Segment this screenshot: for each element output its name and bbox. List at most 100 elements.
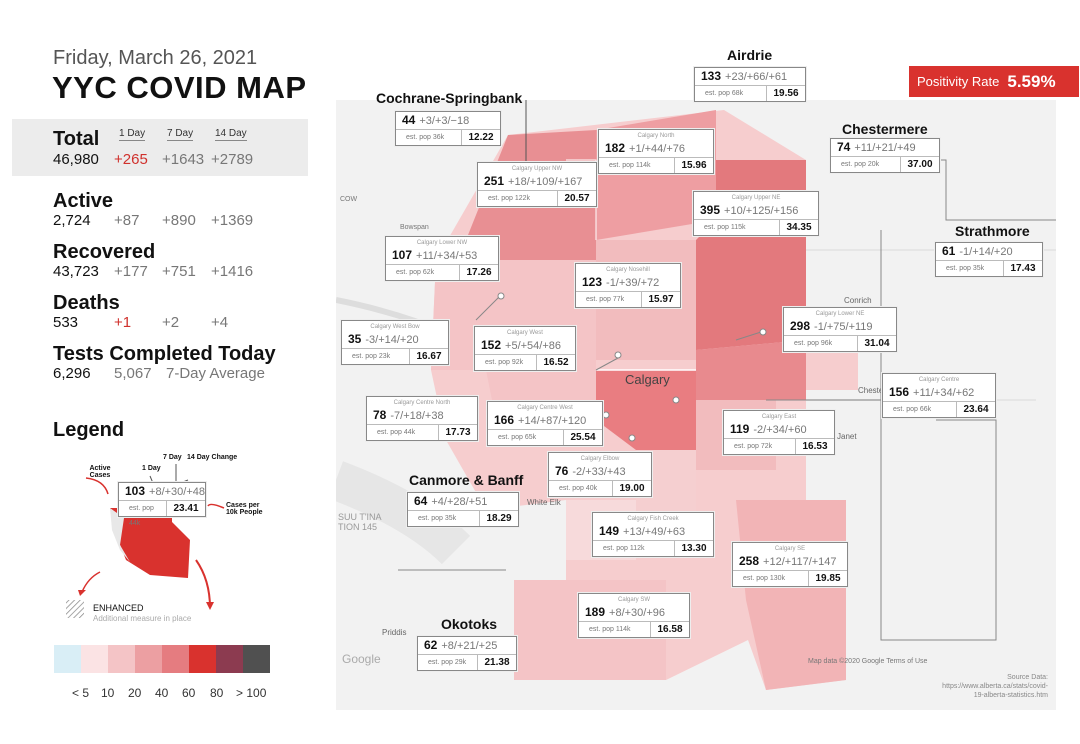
region-box: Calgary Lower NW 107 +11/+34/+53 est. pop 6…	[385, 236, 499, 281]
legend-cases-per: Cases per 10k People	[226, 502, 263, 516]
source-note: Source Data: https://www.alberta.ca/stat…	[938, 673, 1048, 700]
region-name: Calgary Centre North	[393, 400, 451, 406]
region-change: -2/+34/+60	[753, 424, 807, 436]
legend-enhanced: ENHANCED	[93, 603, 144, 613]
region-count: 166	[494, 413, 515, 427]
scale-label: > 100	[236, 686, 267, 700]
region-count: 182	[605, 141, 626, 155]
region-box: Calgary Upper NE 395 +10/+125/+156 est. pop…	[693, 191, 819, 236]
header-7day: 7 Day	[167, 128, 194, 141]
region-change: -1/+75/+119	[814, 321, 873, 333]
region-change: +11/+34/+62	[913, 387, 975, 399]
scale-swatch	[243, 645, 270, 673]
region-change: +10/+125/+156	[724, 205, 799, 217]
region-count: 64	[414, 494, 428, 508]
scale-label: 10	[101, 686, 115, 700]
region-count: 156	[889, 385, 910, 399]
region-change: +4/+28/+51	[431, 496, 488, 508]
scale-swatch	[54, 645, 81, 673]
region-box: Calgary West 152 +5/+54/+86 est. pop 92k 16.…	[474, 326, 576, 371]
region-rate: 19.85	[808, 571, 847, 586]
map-label-conrich: Conrich	[844, 296, 872, 305]
region-box: Calgary Fish Creek 149 +13/+49/+63 est. pop…	[592, 512, 714, 557]
region-name: Calgary Lower NE	[815, 311, 865, 317]
region-pop: est. pop 44k	[377, 429, 416, 436]
region-count: 149	[599, 524, 620, 538]
region-change: +8/+21/+25	[441, 640, 498, 652]
region-pop: est. pop 68k	[705, 90, 744, 97]
region-rate: 34.35	[779, 220, 818, 235]
map-label-white-elk: White Elk	[527, 498, 561, 507]
region-name: Calgary North	[637, 133, 675, 139]
map-label-janet: Janet	[837, 432, 857, 441]
region-count: 251	[484, 174, 505, 188]
recovered-1day: +177	[114, 263, 148, 280]
scale-swatch	[216, 645, 243, 673]
region-box: 62 +8/+21/+25 est. pop 29k 21.38	[417, 636, 517, 671]
region-name: Calgary Centre West	[517, 405, 573, 411]
title-canmore: Canmore & Banff	[409, 472, 524, 488]
total-value: 46,980	[53, 151, 99, 168]
title-chestermere: Chestermere	[842, 121, 928, 137]
region-pop: est. pop 114k	[589, 626, 631, 633]
region-count: 298	[790, 319, 811, 333]
region-count: 258	[739, 554, 760, 568]
region-count: 133	[701, 69, 722, 83]
map-label-tion: TION 145	[338, 522, 378, 532]
region-change: +12/+117/+147	[763, 556, 837, 568]
region-count: 35	[348, 332, 362, 346]
scale-swatch	[189, 645, 216, 673]
region-box: Calgary Centre North 78 -7/+18/+38 est. pop…	[366, 396, 478, 441]
legend-sample-rate: 23.41	[166, 501, 205, 516]
map-label-google: Google	[342, 652, 381, 666]
tests-value: 6,296	[53, 365, 91, 382]
title-airdrie: Airdrie	[727, 47, 773, 63]
active-1day: +87	[114, 212, 140, 229]
map-label-bowspan: Bowspan	[400, 224, 429, 231]
map-label-attribution: Map data ©2020 Google Terms of Use	[808, 658, 928, 665]
region-change: +14/+87/+120	[518, 415, 587, 427]
region-name: Calgary Centre	[918, 377, 960, 383]
recovered-label: Recovered	[53, 241, 156, 263]
region-count: 62	[424, 638, 438, 652]
region-count: 74	[837, 140, 851, 154]
region-box: 133 +23/+66/+61 est. pop 68k 19.56	[694, 67, 806, 102]
map-label-priddis: Priddis	[382, 628, 407, 637]
region-rate: 12.22	[461, 130, 500, 145]
region-pop: est. pop 66k	[893, 406, 932, 413]
source-url[interactable]: https://www.alberta.ca/stats/covid-19-al…	[942, 683, 1048, 699]
region-change: +18/+109/+167	[508, 176, 583, 188]
region-pop: est. pop 20k	[841, 161, 880, 168]
region-pop: est. pop 122k	[488, 195, 531, 202]
region-count: 107	[392, 248, 413, 262]
map-label-tsuu-tina: SUU T'INA	[338, 512, 382, 522]
scale-swatch	[135, 645, 162, 673]
region-name: Calgary SW	[617, 597, 650, 603]
deaths-value: 533	[53, 314, 79, 331]
total-1day: +265	[114, 151, 148, 168]
map-label-cow: COW	[340, 196, 358, 203]
region-change: +11/+21/+49	[854, 142, 916, 154]
title-okotoks: Okotoks	[441, 616, 498, 632]
region-change: -2/+33/+43	[572, 466, 626, 478]
region-rate: 31.04	[857, 336, 896, 351]
legend-diagram	[66, 464, 225, 618]
region-change: +23/+66/+61	[725, 71, 788, 83]
total-7day: +1643	[162, 151, 205, 168]
recovered-value: 43,723	[53, 263, 99, 280]
region-name: Calgary East	[761, 414, 797, 420]
page-title: YYC COVID MAP	[52, 70, 307, 105]
region-pop: est. pop 96k	[794, 340, 833, 347]
region-box: 74 +11/+21/+49 est. pop 20k 37.00	[830, 138, 940, 173]
region-rate: 18.29	[479, 511, 518, 526]
region-change: +13/+49/+63	[623, 526, 686, 538]
region-box: Calgary East 119 -2/+34/+60 est. pop 72k 16.…	[723, 410, 835, 455]
region-pop: est. pop 112k	[603, 545, 645, 552]
region-rate: 16.53	[795, 439, 834, 454]
map-label-calgary: Calgary	[625, 372, 670, 387]
total-label: Total	[53, 128, 100, 150]
legend-14day: 14 Day Change	[187, 454, 238, 461]
active-label: Active	[53, 190, 114, 212]
region-name: Calgary West Bow	[370, 324, 420, 330]
deaths-14day: +4	[211, 314, 229, 331]
